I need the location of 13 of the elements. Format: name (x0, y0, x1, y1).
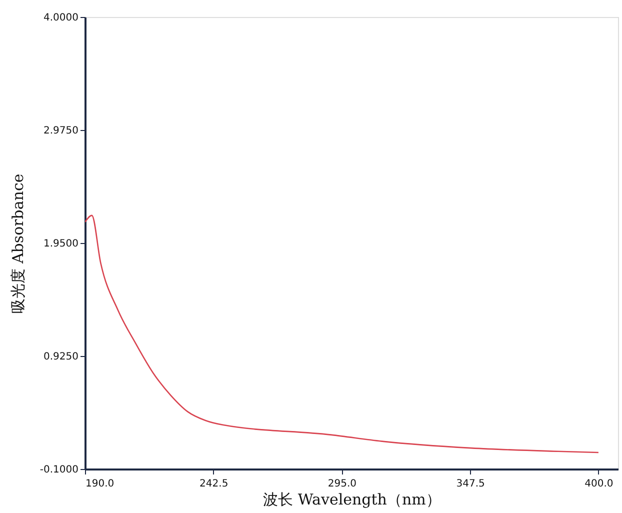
x-tick-label: 295.0 (328, 478, 357, 490)
y-tick-label: -0.1000 (40, 464, 78, 476)
x-tick-label: 190.0 (86, 478, 114, 490)
line-series (85, 214, 600, 454)
x-tick-label: 400.0 (584, 478, 614, 490)
y-tick-label: 4.0000 (44, 12, 78, 24)
y-tick-label: 2.9750 (44, 126, 78, 136)
y-tick-label: 1.9500 (44, 238, 78, 250)
x-axis-title: 波长 Wavelength（nm） (263, 490, 441, 508)
x-tick-label: 242.5 (200, 478, 228, 490)
y-axis-title: 吸光度 Absorbance (8, 174, 27, 314)
y-tick-label: 0.9250 (44, 352, 78, 362)
x-tick-label: 347.5 (456, 478, 485, 490)
